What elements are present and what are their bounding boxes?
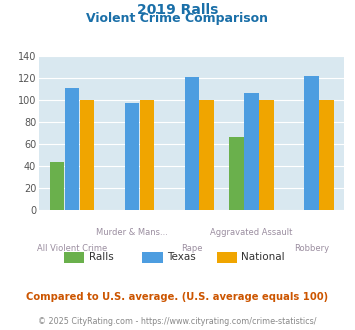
Bar <box>229 137 244 210</box>
Text: Robbery: Robbery <box>294 244 329 253</box>
Text: Rape: Rape <box>181 244 202 253</box>
Bar <box>125 103 139 210</box>
Bar <box>200 100 214 210</box>
Bar <box>319 100 334 210</box>
Text: Texas: Texas <box>167 252 196 262</box>
Text: Violent Crime Comparison: Violent Crime Comparison <box>87 12 268 24</box>
Text: Murder & Mans...: Murder & Mans... <box>96 228 168 237</box>
Text: © 2025 CityRating.com - https://www.cityrating.com/crime-statistics/: © 2025 CityRating.com - https://www.city… <box>38 317 317 326</box>
Text: All Violent Crime: All Violent Crime <box>37 244 107 253</box>
Text: Compared to U.S. average. (U.S. average equals 100): Compared to U.S. average. (U.S. average … <box>26 292 329 302</box>
Bar <box>65 88 79 210</box>
Text: Ralls: Ralls <box>89 252 114 262</box>
Bar <box>185 77 199 210</box>
Text: Aggravated Assault: Aggravated Assault <box>211 228 293 237</box>
Bar <box>50 162 64 210</box>
Bar <box>260 100 274 210</box>
Text: National: National <box>241 252 285 262</box>
Bar <box>140 100 154 210</box>
Bar <box>244 93 259 210</box>
Bar <box>80 100 94 210</box>
Bar <box>304 76 318 210</box>
Text: 2019 Ralls: 2019 Ralls <box>137 3 218 17</box>
